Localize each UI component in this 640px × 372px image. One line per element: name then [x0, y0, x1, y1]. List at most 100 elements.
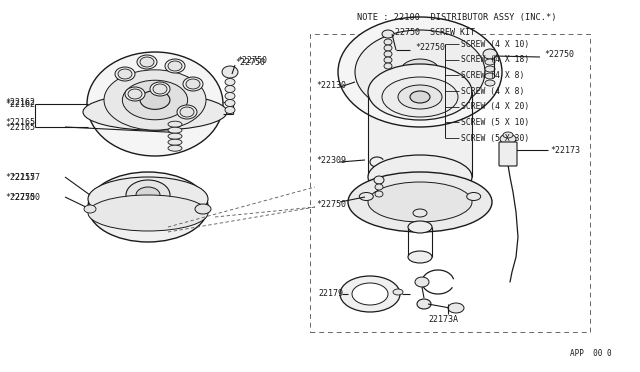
- Ellipse shape: [186, 79, 200, 89]
- Ellipse shape: [398, 85, 442, 109]
- Text: SCREW (4 X 20): SCREW (4 X 20): [461, 102, 529, 111]
- Ellipse shape: [408, 251, 432, 263]
- Ellipse shape: [104, 70, 206, 130]
- Ellipse shape: [355, 30, 485, 114]
- Ellipse shape: [448, 303, 464, 313]
- Ellipse shape: [137, 55, 157, 69]
- Ellipse shape: [485, 73, 495, 79]
- Ellipse shape: [382, 30, 394, 38]
- Ellipse shape: [125, 87, 145, 101]
- Bar: [310, 34, 590, 332]
- Text: SCREW (4 X 8): SCREW (4 X 8): [461, 87, 524, 96]
- Text: *22750: *22750: [237, 55, 267, 64]
- Ellipse shape: [84, 205, 96, 213]
- Ellipse shape: [225, 78, 235, 86]
- Ellipse shape: [183, 77, 203, 91]
- Ellipse shape: [153, 84, 167, 94]
- Text: *22309: *22309: [316, 155, 346, 164]
- Text: *22157: *22157: [5, 173, 35, 182]
- Ellipse shape: [503, 132, 513, 138]
- Polygon shape: [368, 92, 472, 177]
- Ellipse shape: [384, 45, 392, 51]
- Ellipse shape: [467, 192, 481, 201]
- Ellipse shape: [128, 89, 142, 99]
- Ellipse shape: [368, 64, 472, 120]
- Ellipse shape: [483, 49, 497, 59]
- Text: *22162: *22162: [5, 97, 35, 106]
- Ellipse shape: [500, 134, 516, 144]
- Ellipse shape: [225, 93, 235, 99]
- Ellipse shape: [222, 66, 238, 78]
- Text: SCREW (4 X 8): SCREW (4 X 8): [461, 71, 524, 80]
- Ellipse shape: [384, 57, 392, 63]
- Ellipse shape: [168, 127, 182, 133]
- Text: *22750: *22750: [544, 49, 574, 58]
- Ellipse shape: [384, 51, 392, 57]
- Ellipse shape: [87, 52, 223, 156]
- Ellipse shape: [225, 86, 235, 93]
- Ellipse shape: [168, 145, 182, 151]
- Text: *22165: *22165: [5, 122, 35, 131]
- Ellipse shape: [225, 106, 235, 113]
- Ellipse shape: [126, 180, 170, 210]
- Text: *22750: *22750: [235, 58, 265, 67]
- Ellipse shape: [168, 61, 182, 71]
- Ellipse shape: [225, 99, 235, 106]
- Text: *22750: *22750: [415, 42, 445, 51]
- Ellipse shape: [384, 39, 392, 45]
- Ellipse shape: [140, 57, 154, 67]
- Ellipse shape: [348, 172, 492, 232]
- Ellipse shape: [140, 91, 170, 109]
- Ellipse shape: [485, 80, 495, 86]
- Ellipse shape: [150, 82, 170, 96]
- Ellipse shape: [83, 94, 227, 130]
- Ellipse shape: [408, 221, 432, 233]
- Ellipse shape: [382, 77, 458, 117]
- Ellipse shape: [136, 187, 160, 203]
- FancyBboxPatch shape: [499, 142, 517, 166]
- Text: 22173A: 22173A: [428, 315, 458, 324]
- Ellipse shape: [410, 91, 430, 103]
- Ellipse shape: [340, 276, 400, 312]
- Ellipse shape: [88, 195, 208, 231]
- Ellipse shape: [393, 289, 403, 295]
- Text: SCREW (4 X 18): SCREW (4 X 18): [461, 55, 529, 64]
- Ellipse shape: [195, 204, 211, 214]
- Text: 22750  SCREW KIT: 22750 SCREW KIT: [395, 28, 475, 36]
- Text: *22173: *22173: [550, 145, 580, 154]
- Ellipse shape: [168, 121, 182, 127]
- Ellipse shape: [359, 192, 373, 201]
- Ellipse shape: [88, 172, 208, 242]
- Text: SCREW (5 X 30): SCREW (5 X 30): [461, 134, 529, 142]
- Ellipse shape: [413, 209, 427, 217]
- Ellipse shape: [485, 66, 495, 72]
- Ellipse shape: [485, 59, 495, 65]
- Text: *22750: *22750: [5, 192, 35, 202]
- Text: NOTE : 22100  DISTRIBUTOR ASSY (INC.*): NOTE : 22100 DISTRIBUTOR ASSY (INC.*): [357, 13, 557, 22]
- Ellipse shape: [400, 59, 440, 85]
- Ellipse shape: [415, 277, 429, 287]
- Ellipse shape: [352, 283, 388, 305]
- Ellipse shape: [384, 63, 392, 69]
- Text: *22750: *22750: [316, 199, 346, 208]
- Ellipse shape: [375, 184, 383, 190]
- Ellipse shape: [177, 105, 197, 119]
- Text: 22179: 22179: [318, 289, 343, 298]
- Ellipse shape: [338, 17, 502, 127]
- Text: APP  00 0: APP 00 0: [570, 350, 612, 359]
- Ellipse shape: [374, 176, 384, 184]
- Text: *22157: *22157: [10, 173, 40, 182]
- Ellipse shape: [168, 133, 182, 139]
- Text: *22162: *22162: [5, 99, 35, 109]
- Ellipse shape: [165, 59, 185, 73]
- Ellipse shape: [375, 191, 383, 197]
- Ellipse shape: [168, 139, 182, 145]
- Text: SCREW (5 X 10): SCREW (5 X 10): [461, 118, 529, 127]
- Ellipse shape: [368, 155, 472, 199]
- Text: *22165: *22165: [5, 118, 35, 126]
- Text: SCREW (4 X 10): SCREW (4 X 10): [461, 39, 529, 48]
- Text: *22130: *22130: [316, 80, 346, 90]
- Ellipse shape: [368, 182, 472, 222]
- Ellipse shape: [122, 80, 188, 120]
- Ellipse shape: [88, 177, 208, 221]
